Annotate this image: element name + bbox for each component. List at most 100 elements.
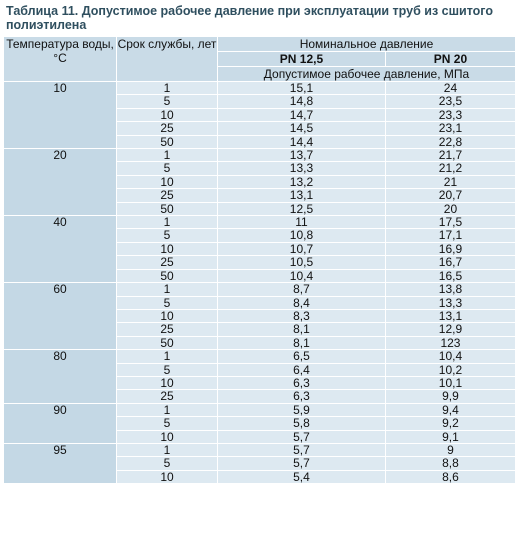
value-cell: 6,3	[217, 389, 386, 404]
value-cell: 50	[116, 268, 218, 284]
value-cell: 50	[116, 134, 218, 150]
table-row: 50 12,5 20	[4, 201, 517, 217]
value-cell: 25	[116, 188, 218, 203]
header-cell: Номинальное давление	[217, 36, 516, 52]
value-cell: 1	[116, 402, 218, 418]
temperature-cell: 80	[3, 349, 117, 404]
header-cell: Срок службы, лет	[116, 36, 218, 82]
temperature-cell: 60	[3, 282, 117, 351]
value-cell: 10,8	[217, 228, 386, 243]
value-cell: 25	[116, 255, 218, 270]
value-cell: 1	[116, 148, 218, 163]
value-cell: 8,7	[217, 282, 386, 297]
value-cell: 10	[116, 375, 218, 391]
temperature-cell: 95	[3, 442, 117, 485]
value-cell: 10	[116, 308, 218, 324]
value-cell: 13,7	[217, 148, 386, 163]
value-cell: 10,7	[217, 241, 386, 257]
value-cell: 13,3	[384, 295, 517, 310]
value-cell: 25	[116, 121, 218, 136]
table-row: 10 8,3 13,1	[4, 308, 517, 324]
value-cell: 8,6	[384, 469, 517, 485]
value-cell: 24	[384, 80, 517, 96]
value-cell: 13,8	[384, 282, 517, 297]
value-cell: 23,1	[384, 121, 517, 136]
value-cell: 5,7	[217, 456, 386, 471]
table-row: 10 6,3 10,1	[4, 375, 517, 391]
value-cell: 21,7	[384, 148, 517, 163]
table-row: 25 13,1 20,7	[4, 188, 517, 203]
table-row: 80 1 6,5 10,4	[3, 349, 517, 404]
value-cell: 10,4	[384, 349, 517, 364]
table-row: 10 14,7 23,3	[4, 107, 517, 123]
table-row: 95 1 5,7 9	[3, 442, 517, 485]
header-cell: PN 20	[384, 51, 517, 67]
value-cell: 17,1	[384, 228, 517, 243]
value-cell: 9,9	[384, 389, 517, 404]
value-cell: 10	[116, 174, 218, 190]
value-cell: 50	[116, 335, 218, 351]
value-cell: 23,5	[384, 94, 517, 109]
header-cell: Температура воды, °С	[3, 36, 117, 82]
value-cell: 22,8	[384, 134, 517, 150]
table-title: Таблица 11. Допустимое рабочее давление …	[6, 4, 493, 32]
value-cell: 17,5	[384, 215, 517, 230]
value-cell: 10,5	[217, 255, 386, 270]
table-row: 10 1 15,1 24	[3, 80, 517, 150]
temperature-cell: 10	[3, 80, 117, 150]
value-cell: 5,9	[217, 402, 386, 418]
value-cell: 25	[116, 389, 218, 404]
value-cell: 5,7	[217, 429, 386, 444]
value-cell: 8,4	[217, 295, 386, 310]
value-cell: 10,2	[384, 362, 517, 377]
value-cell: 1	[116, 349, 218, 364]
value-cell: 9,2	[384, 416, 517, 431]
value-cell: 13,1	[384, 308, 517, 324]
value-cell: 9,1	[384, 429, 517, 444]
value-cell: 11	[217, 215, 386, 230]
value-cell: 10	[116, 107, 218, 123]
value-cell: 20	[384, 201, 517, 217]
value-cell: 10	[116, 429, 218, 444]
value-cell: 5,8	[217, 416, 386, 431]
value-cell: 5,7	[217, 442, 386, 458]
value-cell: 9	[384, 442, 517, 458]
table-row: 40 1 11 17,5	[3, 215, 517, 284]
value-cell: 10,1	[384, 375, 517, 391]
value-cell: 8,1	[217, 322, 386, 337]
value-cell: 16,5	[384, 268, 517, 284]
table-row: 50 10,4 16,5	[4, 268, 517, 284]
value-cell: 10	[116, 241, 218, 257]
table-row: 5 6,4 10,2	[4, 362, 517, 377]
table-row: 25 10,5 16,7	[4, 255, 517, 270]
value-cell: 21,2	[384, 161, 517, 176]
value-cell: 8,8	[384, 456, 517, 471]
value-cell: 14,5	[217, 121, 386, 136]
table-row: 10 5,4 8,6	[4, 469, 517, 485]
header-cell: PN 12,5	[217, 51, 386, 67]
value-cell: 16,7	[384, 255, 517, 270]
value-cell: 15,1	[217, 80, 386, 96]
value-cell: 6,3	[217, 375, 386, 391]
value-cell: 5	[116, 416, 218, 431]
value-cell: 1	[116, 80, 218, 96]
table-row: 90 1 5,9 9,4	[3, 402, 517, 444]
table-row: 20 1 13,7 21,7	[3, 148, 517, 217]
temperature-cell: 90	[3, 402, 117, 444]
pressure-table: Температура воды, °С Срок службы, лет Но…	[3, 36, 517, 485]
value-cell: 14,7	[217, 107, 386, 123]
table-row: 25 8,1 12,9	[4, 322, 517, 337]
value-cell: 1	[116, 215, 218, 230]
value-cell: 13,3	[217, 161, 386, 176]
value-cell: 8,1	[217, 335, 386, 351]
value-cell: 13,1	[217, 188, 386, 203]
value-cell: 5	[116, 456, 218, 471]
value-cell: 5	[116, 362, 218, 377]
value-cell: 9,4	[384, 402, 517, 418]
value-cell: 13,2	[217, 174, 386, 190]
header-cell: Допустимое рабочее давление, МПа	[217, 66, 516, 82]
value-cell: 1	[116, 282, 218, 297]
value-cell: 8,3	[217, 308, 386, 324]
table-row: 10 5,7 9,1	[4, 429, 517, 444]
value-cell: 14,8	[217, 94, 386, 109]
